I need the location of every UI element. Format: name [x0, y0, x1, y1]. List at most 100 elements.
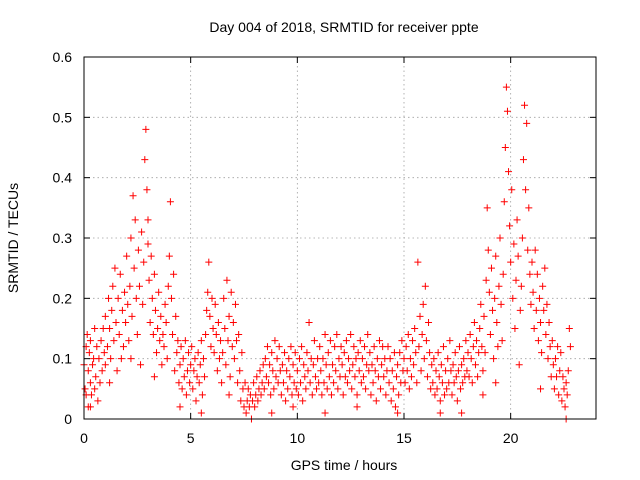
data-point — [464, 349, 472, 357]
data-point — [345, 355, 353, 363]
data-point — [332, 367, 340, 375]
data-point — [556, 367, 564, 375]
data-point — [253, 373, 261, 381]
data-point — [469, 343, 477, 351]
data-point — [537, 385, 545, 393]
data-point — [410, 361, 418, 369]
data-point — [435, 373, 443, 381]
data-point — [329, 361, 337, 369]
data-point — [509, 294, 517, 302]
data-point — [86, 403, 94, 411]
data-point — [147, 252, 155, 260]
data-point — [203, 306, 211, 314]
data-point — [411, 325, 419, 332]
data-point — [225, 391, 233, 399]
data-point — [429, 379, 437, 387]
x-tick-label: 15 — [396, 430, 412, 446]
data-point — [405, 385, 413, 393]
data-point — [512, 276, 520, 284]
data-point — [366, 349, 374, 357]
data-point — [525, 204, 533, 212]
data-point — [403, 367, 411, 375]
data-point — [277, 391, 285, 399]
data-point — [206, 312, 214, 320]
data-point — [138, 228, 146, 236]
data-point — [86, 379, 94, 387]
data-point — [223, 276, 231, 284]
data-point — [257, 391, 265, 399]
data-point — [394, 409, 402, 417]
data-point — [386, 355, 394, 363]
data-point — [511, 325, 519, 332]
data-point — [127, 355, 135, 363]
data-point — [316, 343, 324, 351]
data-point — [394, 361, 402, 369]
data-point — [507, 258, 515, 266]
data-point — [199, 355, 207, 363]
data-point — [341, 373, 349, 381]
data-point — [331, 343, 339, 351]
data-point — [404, 331, 412, 339]
data-point — [497, 300, 505, 308]
data-point — [463, 367, 471, 375]
data-point — [496, 234, 504, 242]
data-point — [437, 361, 445, 369]
data-point — [226, 373, 234, 381]
data-point — [467, 355, 475, 363]
x-axis-label: GPS time / hours — [291, 457, 398, 473]
data-point — [300, 361, 308, 369]
data-point — [192, 397, 200, 405]
data-point — [530, 325, 538, 332]
data-point — [409, 337, 417, 345]
data-point — [236, 367, 244, 375]
data-point — [119, 343, 127, 351]
data-point — [406, 355, 414, 363]
data-point — [207, 343, 215, 351]
data-point — [89, 361, 97, 369]
data-point — [150, 373, 158, 381]
data-point — [250, 379, 258, 387]
data-point — [266, 361, 274, 369]
data-point — [453, 397, 461, 405]
data-point — [473, 337, 481, 345]
data-point — [144, 216, 152, 224]
data-point — [270, 385, 278, 393]
data-point — [326, 337, 334, 345]
data-point — [506, 222, 514, 230]
data-point — [352, 355, 360, 363]
data-point — [420, 355, 428, 363]
data-point — [293, 367, 301, 375]
data-point — [564, 367, 572, 375]
data-point — [93, 343, 101, 351]
data-point — [176, 403, 184, 411]
data-point — [333, 331, 341, 339]
data-point — [309, 361, 317, 369]
data-point — [242, 409, 250, 417]
data-point — [458, 361, 466, 369]
data-point — [544, 355, 552, 363]
data-point — [273, 355, 281, 363]
data-point — [560, 385, 568, 393]
data-point — [101, 361, 109, 369]
y-tick-labels: 0 0.1 0.2 0.3 0.4 0.5 0.6 — [53, 49, 73, 427]
data-point — [233, 337, 241, 345]
data-point — [510, 240, 518, 248]
data-point — [262, 373, 270, 381]
data-point — [508, 186, 516, 194]
data-point — [322, 361, 330, 369]
data-point — [107, 355, 115, 363]
data-point — [275, 343, 283, 351]
y-tick-label: 0.2 — [53, 290, 73, 306]
data-point — [212, 331, 220, 339]
data-point — [111, 264, 119, 272]
data-point — [116, 270, 124, 278]
data-point — [407, 373, 415, 381]
data-point — [285, 355, 293, 363]
data-point — [305, 318, 313, 326]
data-point — [447, 367, 455, 375]
data-point — [205, 258, 213, 266]
data-point — [91, 385, 99, 393]
data-point — [288, 391, 296, 399]
data-point — [561, 403, 569, 411]
data-point — [419, 300, 427, 308]
